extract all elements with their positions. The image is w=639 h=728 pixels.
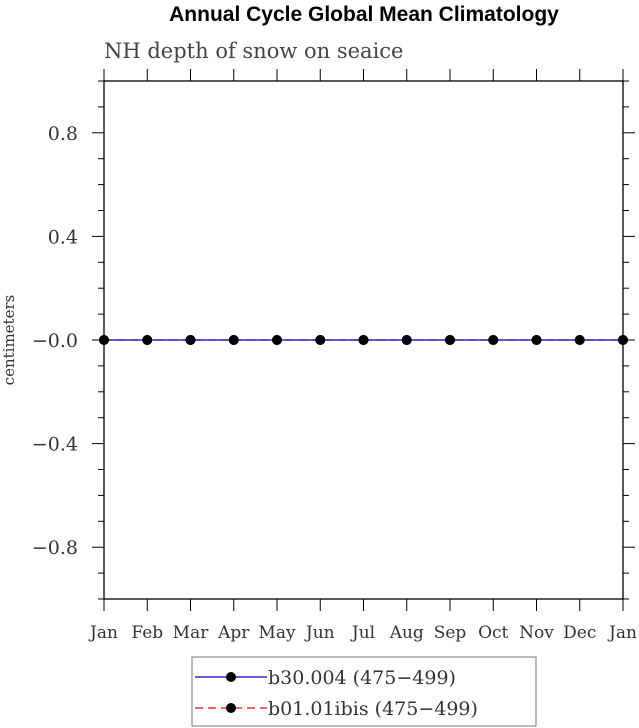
x-tick-label: Sep (434, 623, 467, 643)
y-tick-label: −0.4 (32, 434, 78, 456)
y-tick-label: 0.4 (48, 226, 78, 248)
series-layer (99, 335, 628, 345)
data-point (272, 335, 282, 345)
x-tick-label: Aug (389, 623, 424, 643)
data-point (488, 335, 499, 345)
legend: b30.004 (475−499) b01.01ibis (475−499) (191, 656, 537, 727)
y-tick-label: −0.0 (32, 330, 78, 352)
data-point (358, 335, 369, 345)
x-tick-label: Dec (563, 623, 596, 643)
legend-marker (226, 703, 236, 713)
data-point (531, 335, 542, 345)
data-point (228, 335, 239, 345)
data-point (574, 335, 585, 345)
legend-marker (226, 672, 236, 682)
x-tick-label: Jan (607, 623, 637, 643)
x-tick-label: Apr (217, 623, 250, 643)
chart-subtitle: NH depth of snow on seaice (104, 39, 403, 63)
legend-box (191, 656, 537, 727)
data-point (99, 335, 109, 345)
x-tick-label: Jun (304, 623, 335, 643)
x-tick-label: Nov (519, 623, 554, 643)
data-point (142, 335, 153, 345)
legend-label: b01.01ibis (475−499) (268, 698, 478, 720)
y-tick-label: 0.8 (48, 123, 78, 145)
y-tick-label: −0.8 (32, 537, 78, 559)
x-tick-label: Feb (131, 623, 163, 643)
chart-title: Annual Cycle Global Mean Climatology (169, 3, 559, 26)
data-point (618, 335, 628, 345)
x-tick-label: May (258, 623, 296, 643)
data-point (401, 335, 412, 345)
x-tick-label: Jan (88, 623, 118, 643)
x-tick-label: Oct (478, 623, 508, 643)
y-axis-label: centimeters (0, 295, 18, 386)
data-point (445, 335, 455, 345)
axes: Jan Feb Mar Apr May Jun Jul Aug Sep Oct Nov Dec Jan 0… (32, 69, 637, 643)
x-tick-label: Mar (173, 623, 210, 643)
data-point (315, 335, 326, 345)
x-tick-label: Jul (350, 623, 375, 643)
data-point (185, 335, 196, 345)
legend-label: b30.004 (475−499) (268, 667, 456, 689)
